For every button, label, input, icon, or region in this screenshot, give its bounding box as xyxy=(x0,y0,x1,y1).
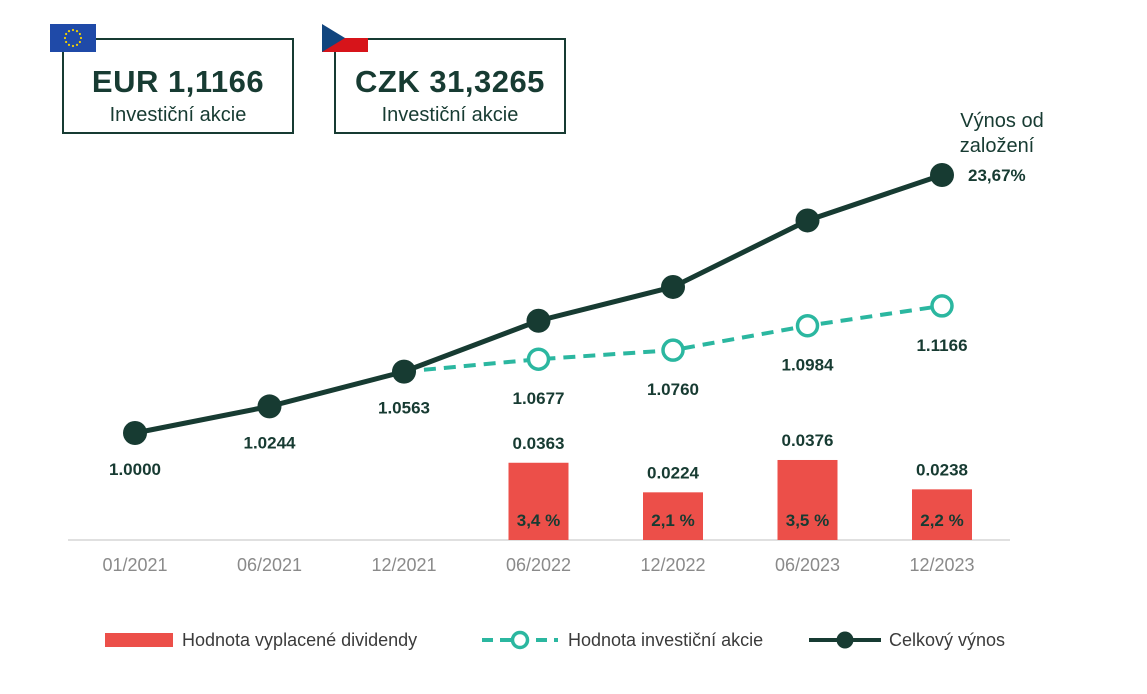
dividend-value-label: 0.0238 xyxy=(916,460,968,479)
czk-price-value: CZK 31,3265 xyxy=(355,64,545,99)
x-tick-label: 06/2023 xyxy=(775,555,840,575)
x-tick-label: 06/2021 xyxy=(237,555,302,575)
share-value-label: 1.1166 xyxy=(916,336,967,355)
total-return-point xyxy=(795,208,820,233)
x-tick-label: 12/2021 xyxy=(371,555,436,575)
share-value-point xyxy=(930,294,954,318)
czk-price-box: CZK 31,3265 Investiční akcie xyxy=(334,38,566,134)
eur-price-box: EUR 1,1166 Investiční akcie xyxy=(62,38,294,134)
dividend-bar xyxy=(777,459,838,540)
dividend-percent-label: 3,5 % xyxy=(786,511,829,530)
dividend-value-label: 0.0376 xyxy=(782,431,834,450)
eur-price-label: Investiční akcie xyxy=(109,104,247,126)
share-value-label: 1.0677 xyxy=(513,389,565,408)
total-return-point xyxy=(392,359,416,384)
total-return-point xyxy=(257,394,282,419)
total-return-point xyxy=(123,421,147,445)
share-value-label: 1.0984 xyxy=(782,356,835,375)
total-return-label: 1.0000 xyxy=(109,460,161,479)
dividend-percent-label: 2,2 % xyxy=(920,511,963,530)
dividend-bar xyxy=(912,489,972,540)
share-value-point xyxy=(661,338,685,362)
total-return-label: 1.0563 xyxy=(378,399,430,418)
legend-share-label: Hodnota investiční akcie xyxy=(568,629,764,650)
x-tick-label: 12/2023 xyxy=(909,555,974,575)
total-return-label: 1.0244 xyxy=(244,433,297,452)
dividend-bar xyxy=(643,492,703,540)
x-tick-label: 06/2022 xyxy=(506,555,571,575)
legend-item-share-value: Hodnota investiční akcie xyxy=(480,625,763,655)
share-value-point xyxy=(526,347,551,371)
chart-legend: Hodnota vyplacené dividendy Hodnota inve… xyxy=(0,625,1147,655)
share-value-label: 1.0760 xyxy=(647,380,699,399)
annotation-title-line1: Výnos od xyxy=(960,110,1043,132)
legend-dividend-swatch xyxy=(105,633,173,647)
eu-flag-icon xyxy=(50,24,96,52)
eur-price-value: EUR 1,1166 xyxy=(91,64,265,99)
legend-dividend-label: Hodnota vyplacené dividendy xyxy=(182,629,418,650)
dividend-percent-label: 2,1 % xyxy=(651,511,694,530)
legend-total-swatch xyxy=(809,631,881,649)
share-value-point xyxy=(795,313,820,338)
total-return-point xyxy=(526,308,551,333)
total-return-point xyxy=(661,274,685,299)
legend-total-label: Celkový výnos xyxy=(889,629,1006,650)
legend-share-swatch xyxy=(482,630,558,650)
dividend-value-label: 0.0224 xyxy=(647,463,700,482)
x-tick-label: 01/2021 xyxy=(102,555,167,575)
legend-item-total-return: Celkový výnos xyxy=(807,625,1005,655)
annotation-value: 23,67% xyxy=(968,166,1026,185)
annotation-title-line2: založení xyxy=(960,135,1035,157)
total-return-point xyxy=(930,162,954,187)
czk-price-label: Investiční akcie xyxy=(381,104,519,126)
dividend-value-label: 0.0363 xyxy=(513,434,565,453)
legend-item-dividend: Hodnota vyplacené dividendy xyxy=(105,625,417,655)
czech-flag-icon xyxy=(322,24,368,52)
dividend-bar xyxy=(508,462,569,540)
x-tick-label: 12/2022 xyxy=(640,555,705,575)
dividend-percent-label: 3,4 % xyxy=(517,511,560,530)
